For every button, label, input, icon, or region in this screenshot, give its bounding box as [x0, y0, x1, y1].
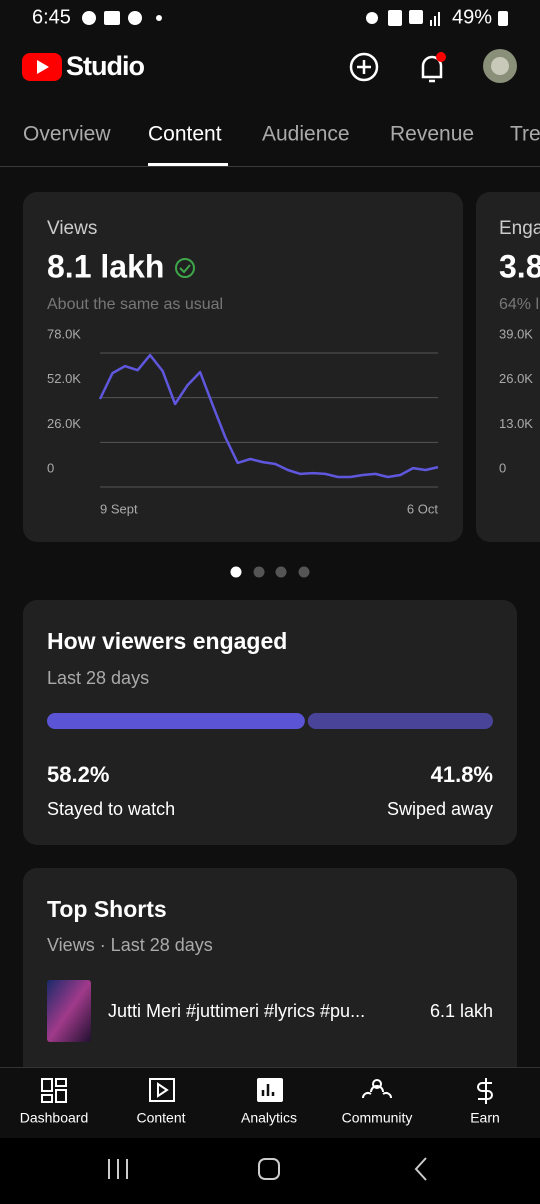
nav-icons [41, 1078, 493, 1104]
card-value: 3.8 [499, 248, 540, 284]
stat-label: Stayed to watch [47, 799, 175, 819]
notifications-button[interactable] [421, 52, 446, 83]
section-title: How viewers engaged [47, 628, 287, 654]
short-views: 6.1 lakh [430, 1001, 493, 1021]
nav-label[interactable]: Analytics [241, 1110, 297, 1126]
avatar[interactable] [483, 49, 517, 83]
tab[interactable]: Tre [510, 123, 540, 146]
card-label: Enga [499, 218, 540, 239]
section-title: Top Shorts [47, 896, 167, 922]
nav-label[interactable]: Community [342, 1110, 413, 1126]
nav-label[interactable]: Content [136, 1110, 185, 1126]
short-thumbnail[interactable] [47, 980, 91, 1042]
y-tick-label: 78.0K [47, 326, 81, 341]
status-icons [82, 10, 508, 26]
bar-segment [307, 713, 493, 729]
y-tick-label: 39.0K [499, 326, 533, 341]
card-note: About the same as usual [47, 296, 223, 313]
y-tick-label: 26.0K [47, 416, 81, 431]
y-tick-label: 26.0K [499, 371, 533, 386]
tab[interactable]: Revenue [390, 123, 474, 146]
x-tick-label: 9 Sept [100, 501, 138, 516]
analytics-icon-bars [261, 1084, 275, 1096]
card-note: 64% l [499, 296, 539, 313]
section-subtitle: Last 28 days [47, 668, 149, 688]
engagement-bar [47, 713, 493, 729]
status-time: 6:45 [32, 6, 71, 28]
tab[interactable]: Overview [23, 123, 111, 146]
status-battery: 49% [452, 6, 492, 28]
tab[interactable]: Audience [262, 123, 350, 146]
bar-segment [47, 713, 305, 729]
analytics-icon [257, 1078, 283, 1102]
y-tick-label: 0 [47, 460, 54, 475]
stat-value: 58.2% [47, 762, 109, 787]
system-nav [0, 1138, 540, 1204]
nav-label[interactable]: Earn [470, 1110, 500, 1126]
create-button[interactable] [349, 52, 379, 82]
short-title[interactable]: Jutti Meri #juttimeri #lyrics #pu... [108, 1001, 365, 1021]
engagement-card[interactable] [476, 192, 540, 542]
nav-divider [0, 1067, 540, 1068]
card-label: Views [47, 218, 97, 239]
data-line [98, 353, 439, 479]
bottom-nav [0, 1067, 540, 1139]
section-subtitle: Views · Last 28 days [47, 935, 213, 955]
pager-dots [230, 566, 310, 578]
check-icon [175, 258, 195, 278]
top-shorts-section [23, 868, 517, 1128]
stat-value: 41.8% [431, 762, 493, 787]
y-tick-label: 52.0K [47, 371, 81, 386]
tab-active[interactable]: Content [148, 123, 222, 146]
card-value: 8.1 lakh [47, 248, 164, 284]
brand: Studio [66, 51, 144, 81]
logo [22, 53, 62, 81]
x-tick-label: 6 Oct [407, 501, 438, 516]
tab-divider [0, 166, 540, 167]
y-tick-label: 0 [499, 460, 506, 475]
views-card[interactable] [23, 192, 463, 542]
stat-label: Swiped away [387, 799, 493, 819]
nav-label[interactable]: Dashboard [20, 1110, 89, 1126]
system-nav-icons [108, 1157, 427, 1181]
tab-indicator [148, 163, 228, 166]
y-tick-label: 13.0K [499, 416, 533, 431]
